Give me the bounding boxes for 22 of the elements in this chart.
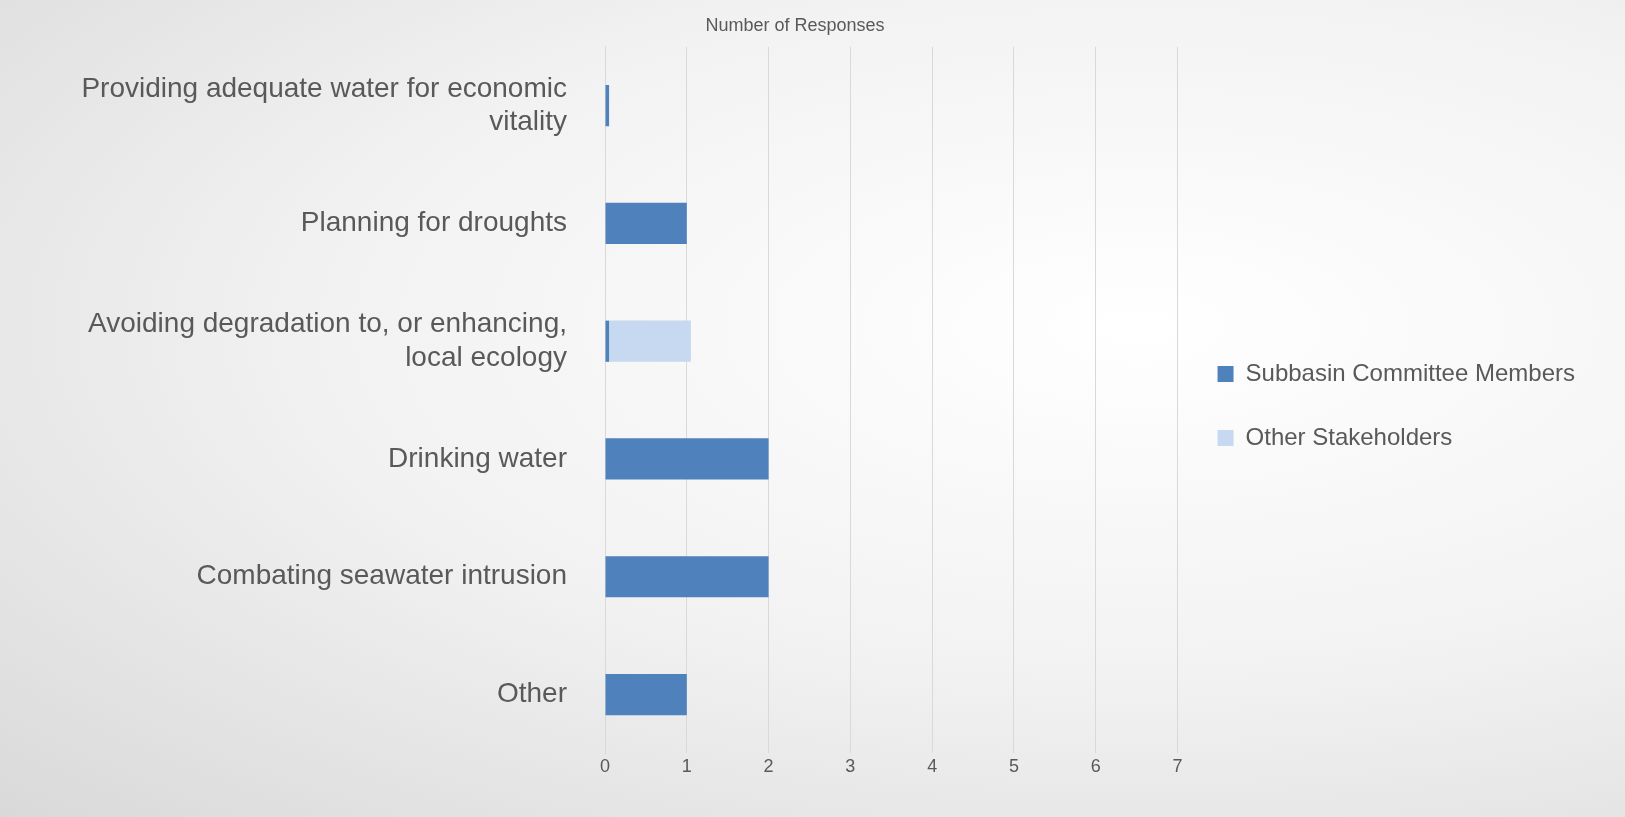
x-tick-label: 1 (681, 756, 692, 777)
y-tick-label: Planning for droughts (300, 206, 567, 238)
y-tick-label: Avoiding degradation to, or enhancing, local ecology (88, 307, 567, 372)
x-tick-label: 2 (763, 756, 774, 777)
bar (605, 202, 687, 245)
x-tick-label: 4 (927, 756, 938, 777)
bar (609, 320, 691, 362)
y-tick-label: Drinking water (388, 441, 567, 473)
bar (605, 673, 687, 716)
x-tick-label: 5 (1008, 756, 1019, 777)
y-tick-label: Other (496, 677, 567, 709)
x-tick-label: 0 (599, 756, 611, 777)
x-tick-label: 3 (845, 756, 856, 777)
y-tick-label: Combating seawater intrusion (196, 559, 567, 591)
x-tick-label: 6 (1090, 756, 1101, 777)
legend-label: Other Stakeholders (1245, 422, 1453, 450)
legend-label: Subbasin Committee Members (1245, 358, 1576, 386)
chart-title: Number of Responses (705, 14, 885, 35)
y-tick-label: Providing adequate water for economic vitality (81, 71, 567, 137)
x-tick-label: 7 (1172, 756, 1183, 777)
bar (605, 438, 769, 480)
bar (605, 556, 769, 598)
